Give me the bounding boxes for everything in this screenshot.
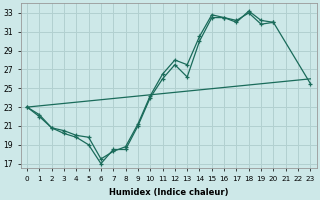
X-axis label: Humidex (Indice chaleur): Humidex (Indice chaleur) [109,188,228,197]
